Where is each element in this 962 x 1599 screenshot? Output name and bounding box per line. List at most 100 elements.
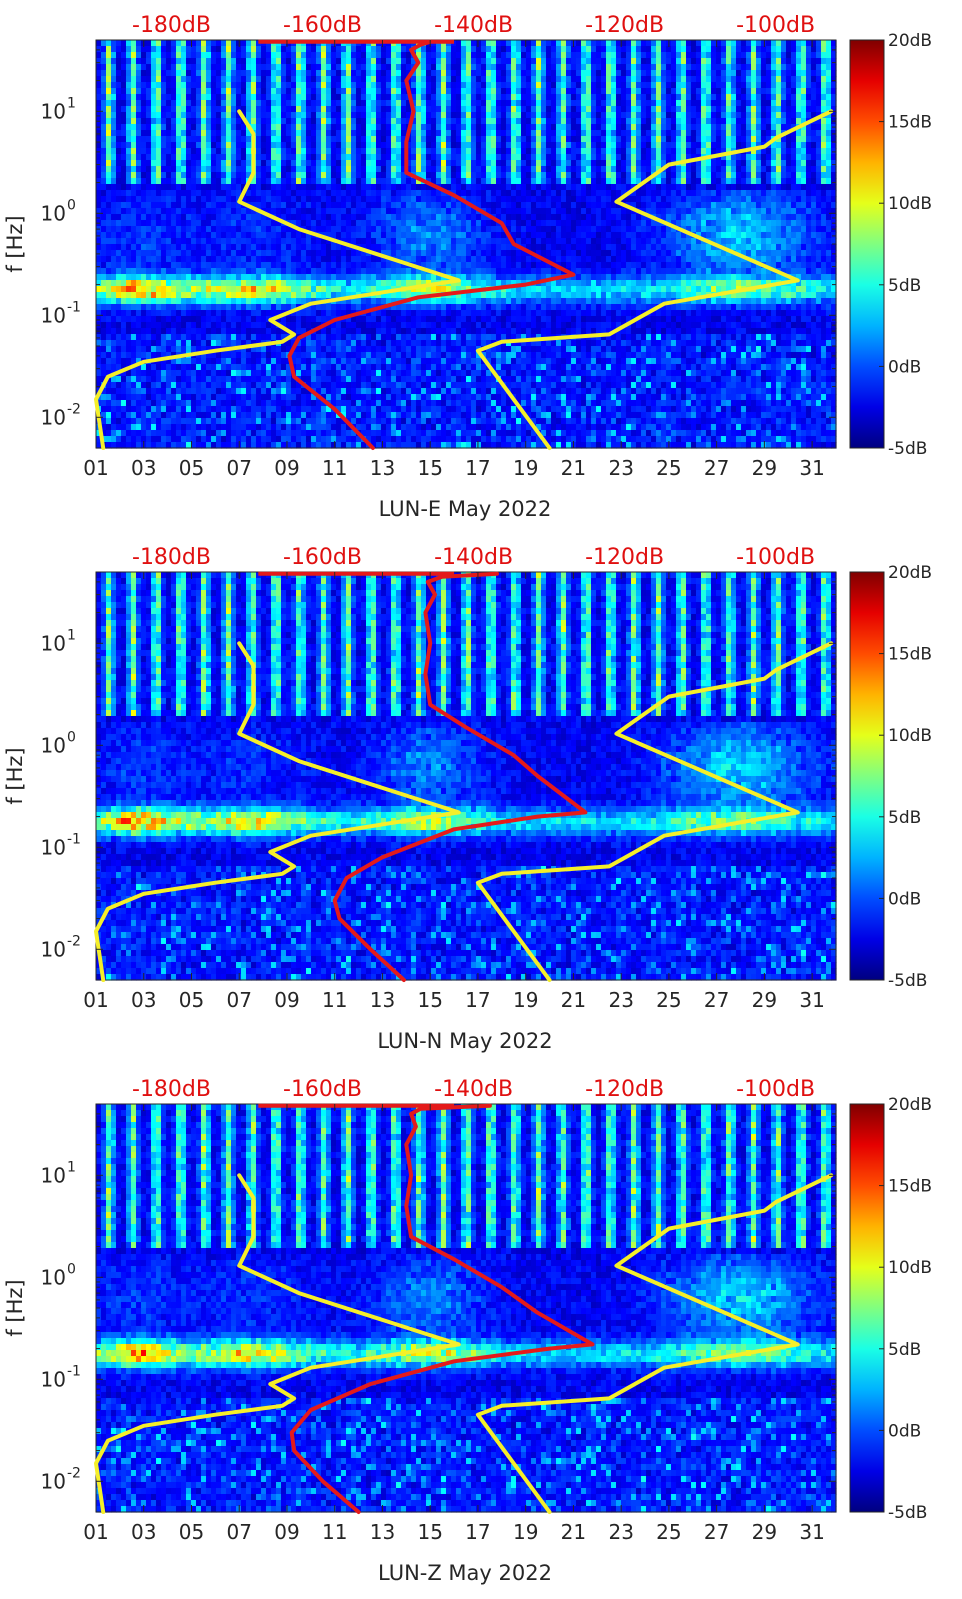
red-median-psd-line	[332, 571, 588, 982]
top-db-label: -140dB	[434, 1077, 513, 1102]
top-db-label: -180dB	[132, 1077, 211, 1102]
x-tick-label: 13	[370, 1520, 395, 1544]
x-tick-label: 05	[179, 456, 204, 480]
x-tick-label: 15	[417, 988, 442, 1012]
x-tick-label: 09	[274, 1520, 299, 1544]
x-tick-label: 11	[322, 988, 347, 1012]
colorbar-tick-label: 20dB	[888, 31, 932, 51]
colorbar-tick-label: 0dB	[888, 357, 921, 377]
x-tick-label: 03	[131, 1520, 156, 1544]
yellow-noise-model-line-low	[94, 109, 461, 450]
y-tick-label: 10	[41, 201, 66, 225]
x-tick-label: 07	[226, 1520, 251, 1544]
x-tick-label: 31	[799, 456, 824, 480]
y-tick-label: 10	[41, 1367, 66, 1391]
x-tick-label: 23	[608, 1520, 633, 1544]
x-tick-label: 17	[465, 988, 490, 1012]
x-tick-label: 17	[465, 456, 490, 480]
colorbar: 20dB 15dB 10dB 5dB 0dB -5dB	[849, 31, 932, 459]
x-tick-label: 05	[179, 1520, 204, 1544]
x-tick-label: 17	[465, 1520, 490, 1544]
y-tick-label: 10	[41, 1469, 66, 1493]
colorbar-tick-label: 0dB	[888, 889, 921, 909]
y-tick-exponent: -1	[67, 299, 81, 315]
y-tick-label: 10	[41, 835, 66, 859]
x-axis-label: LUN-E May 2022	[379, 497, 552, 521]
y-tick-exponent: 1	[67, 95, 76, 111]
x-tick-label: 23	[608, 456, 633, 480]
x-tick-label: 03	[131, 456, 156, 480]
colorbar-tick-label: -5dB	[888, 439, 927, 459]
panel-lun-n: -180dB -160dB -140dB -120dB -100dB 10 -2 10 -1 1…	[0, 532, 962, 1062]
x-tick-label: 27	[704, 456, 729, 480]
colorbar-tick-label: 15dB	[888, 1177, 932, 1197]
x-tick-label: 25	[656, 988, 681, 1012]
plot-area	[94, 1103, 837, 1514]
top-db-label: -160dB	[283, 13, 362, 38]
x-tick-label: 07	[226, 456, 251, 480]
x-tick-label: 09	[274, 456, 299, 480]
x-tick-label: 01	[83, 456, 108, 480]
colorbar-scale	[849, 39, 885, 449]
top-db-label: -180dB	[132, 545, 211, 570]
colorbar-tick-label: 5dB	[888, 1340, 921, 1360]
y-tick-exponent: 0	[67, 729, 76, 745]
x-tick-label: 15	[417, 456, 442, 480]
x-tick-label: 11	[322, 456, 347, 480]
colorbar-tick-label: 15dB	[888, 113, 932, 133]
x-tick-label: 19	[513, 988, 538, 1012]
red-median-psd-line	[287, 39, 576, 450]
top-db-axis: -180dB -160dB -140dB -120dB -100dB	[132, 13, 815, 38]
y-tick-label: 10	[41, 937, 66, 961]
colorbar-scale	[849, 571, 885, 981]
x-tick-label: 13	[370, 988, 395, 1012]
y-tick-exponent: -1	[67, 831, 81, 847]
red-median-psd-line	[289, 1103, 595, 1514]
colorbar-tick-label: 10dB	[888, 726, 932, 746]
colorbar: 20dB 15dB 10dB 5dB 0dB -5dB	[849, 1095, 932, 1523]
panel-lun-z: -180dB -160dB -140dB -120dB -100dB 10 -2 10 -1 1…	[0, 1064, 962, 1594]
x-tick-label: 25	[656, 1520, 681, 1544]
x-tick-label: 05	[179, 988, 204, 1012]
top-db-label: -120dB	[585, 13, 664, 38]
plot-area	[94, 571, 837, 982]
x-tick-label: 21	[561, 1520, 586, 1544]
yellow-noise-model-line-low	[94, 641, 461, 982]
y-axis-label: f [Hz]	[3, 215, 27, 272]
x-tick-label: 19	[513, 1520, 538, 1544]
x-tick-label: 29	[752, 988, 777, 1012]
y-tick-exponent: 1	[67, 1159, 76, 1175]
yellow-noise-model-line-high	[475, 641, 834, 982]
x-axis-ticks: 01 03 05 07 09 11 13 15 17 19 21 23 25 27 29 31	[83, 40, 825, 480]
colorbar-tick-label: 5dB	[888, 276, 921, 296]
y-tick-exponent: -2	[67, 401, 81, 417]
top-db-label: -140dB	[434, 13, 513, 38]
colorbar-tick-label: -5dB	[888, 971, 927, 991]
y-axis-label: f [Hz]	[3, 747, 27, 804]
top-db-axis: -180dB -160dB -140dB -120dB -100dB	[132, 1077, 815, 1102]
yellow-noise-model-line-high	[475, 1173, 834, 1514]
y-tick-label: 10	[41, 405, 66, 429]
colorbar-tick-label: 5dB	[888, 808, 921, 828]
x-tick-label: 07	[226, 988, 251, 1012]
y-tick-label: 10	[41, 1163, 66, 1187]
x-tick-label: 19	[513, 456, 538, 480]
spectrogram-chart-lun-e: -180dB -160dB -140dB -120dB -100dB 10 -210 -11…	[3, 13, 932, 521]
x-tick-label: 11	[322, 1520, 347, 1544]
y-tick-label: 10	[41, 303, 66, 327]
y-tick-label: 10	[41, 631, 66, 655]
colorbar-scale	[849, 1103, 885, 1513]
colorbar-tick-label: 20dB	[888, 563, 932, 583]
colorbar-tick-label: 20dB	[888, 1095, 932, 1115]
x-tick-label: 29	[752, 456, 777, 480]
x-tick-label: 21	[561, 988, 586, 1012]
top-db-label: -120dB	[585, 1077, 664, 1102]
x-tick-label: 27	[704, 1520, 729, 1544]
x-tick-label: 25	[656, 456, 681, 480]
top-db-label: -160dB	[283, 1077, 362, 1102]
spectrogram-chart-lun-z: -180dB -160dB -140dB -120dB -100dB 10 -210 -11…	[3, 1077, 932, 1585]
top-db-axis: -180dB -160dB -140dB -120dB -100dB	[132, 545, 815, 570]
top-db-label: -160dB	[283, 545, 362, 570]
x-tick-label: 09	[274, 988, 299, 1012]
